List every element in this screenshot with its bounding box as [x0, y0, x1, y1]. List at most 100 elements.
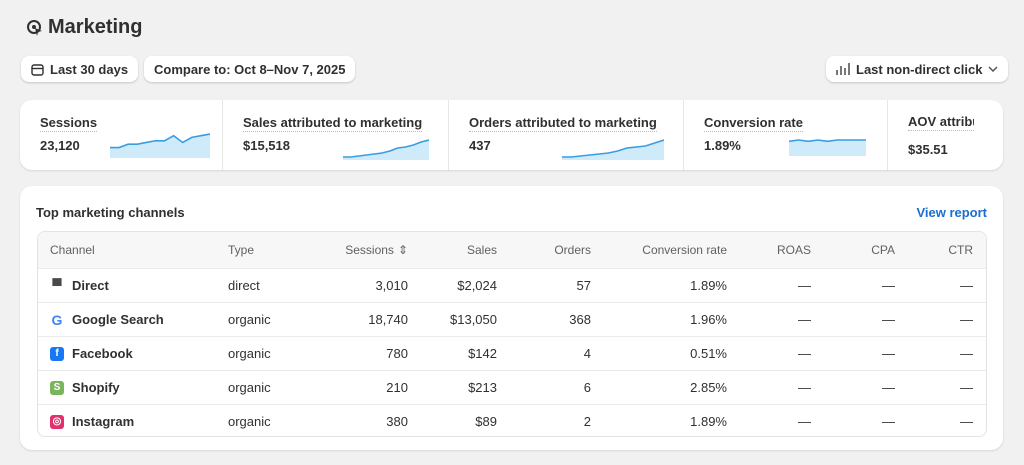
sparkline-line	[562, 139, 664, 158]
attribution-label: Last non-direct click	[856, 61, 983, 77]
table-cell: f Facebook	[50, 337, 133, 370]
cell-value: 780	[386, 346, 408, 361]
attribution-model-select[interactable]: Last non-direct click	[826, 56, 1009, 82]
cell-value: 4	[583, 346, 591, 361]
table-cell: —	[798, 269, 811, 302]
sparkline-area	[562, 140, 664, 160]
cell-value: —	[882, 380, 895, 395]
channel-name: Shopify	[72, 380, 120, 395]
table-cell: 380	[386, 405, 408, 436]
table-cell: —	[960, 269, 973, 302]
cell-value: 18,740	[368, 312, 408, 327]
table-cell: —	[882, 337, 895, 370]
metric-sessions[interactable]: Sessions 23,120	[20, 100, 223, 170]
target-cursor-icon	[27, 19, 42, 36]
sparkline	[110, 133, 210, 158]
column-header[interactable]: Sessions ⇕	[345, 232, 408, 268]
table-cell: 18,740	[368, 303, 408, 336]
channel-name: Facebook	[72, 346, 133, 361]
date-range-button[interactable]: Last 30 days	[21, 56, 139, 82]
cell-value: 2	[583, 414, 591, 429]
table-cell: 4	[584, 337, 591, 370]
table-row[interactable]: G Google Search organic 18,740 $13,050 368 1.9…	[38, 302, 986, 336]
column-header: Type	[228, 232, 254, 268]
table-cell: —	[960, 405, 973, 436]
table-cell: —	[960, 303, 973, 336]
metric-aov[interactable]: AOV attributed to marketing $35.51	[888, 100, 1003, 170]
cell-value: —	[798, 414, 811, 429]
table-cell: G Google Search	[50, 303, 164, 336]
sparkline-line	[110, 133, 210, 149]
table-row[interactable]: ▀ Direct direct 3,010 $2,024 57 1.89% — — —	[38, 268, 986, 302]
metric-value: 23,120	[40, 138, 80, 153]
column-header-label: Sales	[466, 243, 497, 257]
metric-label: Sales attributed to marketing	[243, 115, 423, 132]
metric-sales[interactable]: Sales attributed to marketing $15,518	[223, 100, 449, 170]
metric-value: $15,518	[243, 138, 290, 153]
metric-orders[interactable]: Orders attributed to marketing 437	[449, 100, 684, 170]
channel-name: Direct	[72, 278, 109, 293]
table-cell: organic	[228, 303, 271, 336]
table-row[interactable]: S Shopify organic 210 $213 6 2.85% — — —	[38, 370, 986, 404]
column-header-label: CTR	[948, 243, 973, 257]
table-cell: —	[798, 371, 811, 404]
cell-value: $89	[475, 414, 497, 429]
cell-value: 1.96%	[690, 312, 727, 327]
table-cell: 210	[386, 371, 408, 404]
metric-label: Sessions	[40, 115, 98, 132]
table-cell: —	[798, 303, 811, 336]
date-range-label: Last 30 days	[50, 61, 129, 77]
metric-label: Orders attributed to marketing	[469, 115, 657, 132]
table-cell: —	[882, 269, 895, 302]
metric-label: Conversion rate	[704, 115, 803, 132]
cell-value: 368	[569, 312, 591, 327]
table-row[interactable]: f Facebook organic 780 $142 4 0.51% — — —	[38, 336, 986, 370]
cell-value: 210	[386, 380, 408, 395]
cell-value: $13,050	[450, 312, 497, 327]
cell-value: $142	[468, 346, 497, 361]
sparkline-area	[110, 134, 210, 158]
table-cell: $213	[468, 371, 497, 404]
cell-value: direct	[228, 278, 260, 293]
table-cell: $13,050	[450, 303, 497, 336]
cell-value: —	[882, 346, 895, 361]
metric-value: $35.51	[908, 142, 948, 157]
metric-value: 1.89%	[704, 138, 741, 153]
table-cell: $142	[468, 337, 497, 370]
facebook-icon: f	[50, 346, 64, 361]
cell-value: —	[960, 346, 973, 361]
sparkline-line	[343, 139, 429, 158]
compare-button[interactable]: Compare to: Oct 8–Nov 7, 2025	[144, 56, 356, 82]
cell-value: —	[960, 278, 973, 293]
channel-name: Instagram	[72, 414, 135, 429]
instagram-icon: ◎	[50, 414, 64, 429]
sort-icon[interactable]: ⇕	[397, 243, 408, 257]
table-cell: 2.85%	[690, 371, 727, 404]
column-header: CPA	[871, 232, 895, 268]
table-cell: 368	[569, 303, 591, 336]
column-header-label: Type	[228, 243, 255, 257]
table-cell: —	[798, 337, 811, 370]
table-cell: direct	[228, 269, 260, 302]
page-title: Marketing	[26, 16, 142, 39]
table-cell: 780	[386, 337, 408, 370]
table-row[interactable]: ◎ Instagram organic 380 $89 2 1.89% — — —	[38, 404, 986, 436]
cell-value: —	[798, 312, 811, 327]
calendar-icon	[31, 63, 44, 76]
cell-value: —	[882, 278, 895, 293]
view-report-link[interactable]: View report	[916, 205, 987, 220]
column-header-label: Channel	[50, 243, 95, 257]
chevron-down-icon	[988, 66, 998, 72]
column-header: Sales	[467, 232, 497, 268]
cell-value: organic	[228, 380, 271, 395]
table-cell: 1.96%	[690, 303, 727, 336]
sparkline	[343, 139, 429, 160]
cell-value: —	[960, 414, 973, 429]
table-cell: S Shopify	[50, 371, 120, 404]
table-cell: 1.89%	[690, 405, 727, 436]
cell-value: 0.51%	[690, 346, 727, 361]
table-cell: —	[960, 337, 973, 370]
metric-conversion-rate[interactable]: Conversion rate 1.89%	[684, 100, 888, 170]
column-header-label: CPA	[871, 243, 895, 257]
cell-value: organic	[228, 312, 271, 327]
